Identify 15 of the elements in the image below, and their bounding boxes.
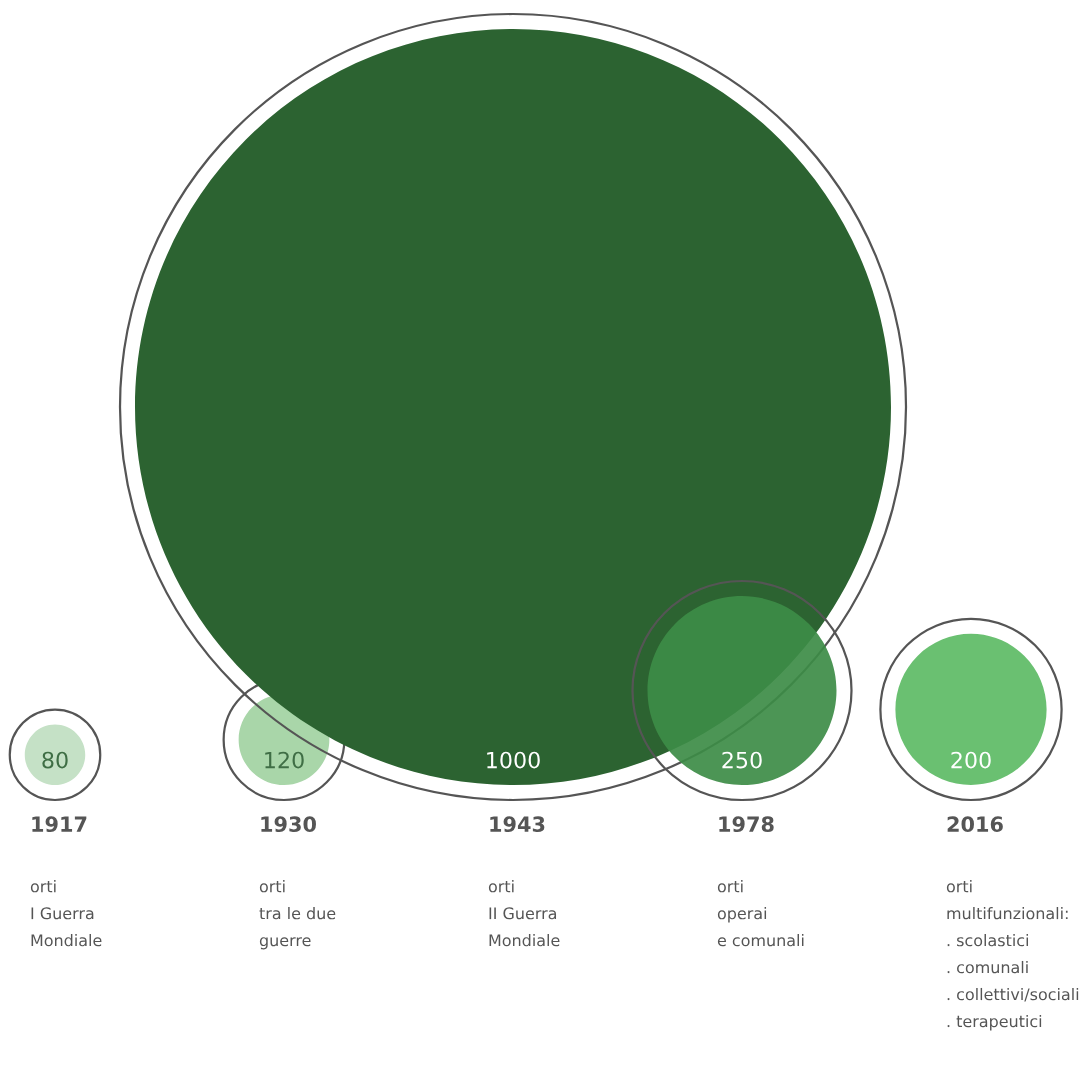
text: orti operai e comunali [717,880,804,947]
category-label: 1917 [32,816,87,833]
data-label: 80 [42,751,68,769]
data-label: 200 [951,751,991,769]
category-label: 1943 [490,816,545,833]
text: orti tra le due guerre [259,880,336,950]
text: orti II Guerra Mondiale [488,880,560,947]
data-label: 120 [265,751,304,769]
text: orti I Guerra Mondiale [30,880,102,947]
category-label: 2016 [947,816,1003,833]
data-label: 250 [722,751,762,769]
category-label: 1930 [261,816,316,833]
category-label: 1978 [719,816,774,833]
data-label: 1000 [487,751,540,769]
text: orti multifunzionali: . scolastici . comunali . collettivi/sociali . terapeutici [946,880,1079,1031]
